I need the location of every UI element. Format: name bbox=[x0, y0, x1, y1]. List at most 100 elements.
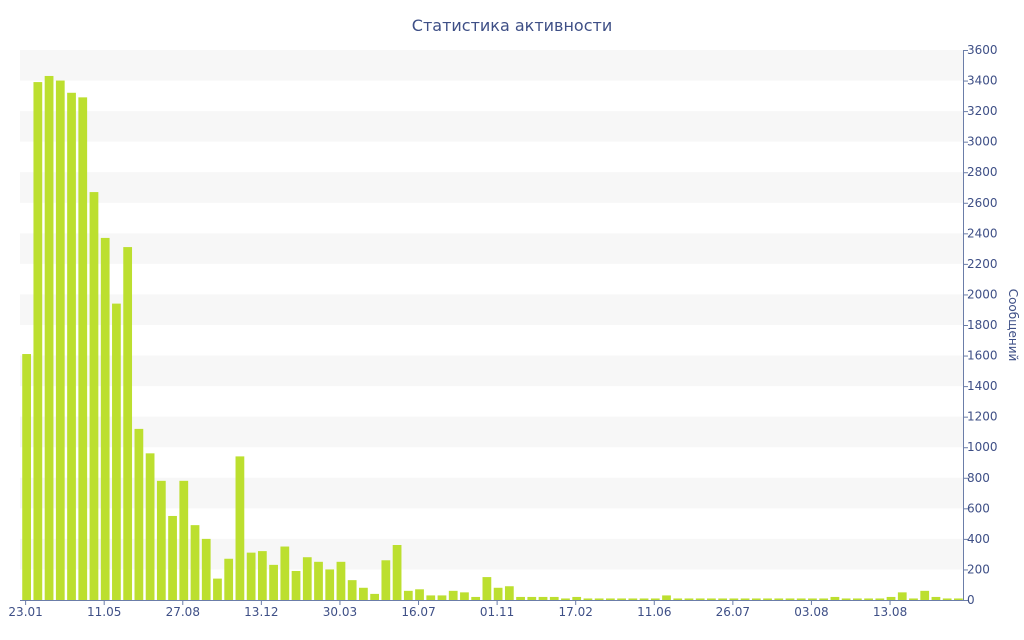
bar[interactable] bbox=[516, 596, 525, 600]
bar[interactable] bbox=[145, 453, 155, 600]
y-tick-label: 2200 bbox=[967, 257, 998, 271]
grid-band bbox=[20, 50, 963, 81]
bar[interactable] bbox=[639, 598, 649, 600]
bar[interactable] bbox=[493, 587, 503, 600]
bar[interactable] bbox=[44, 75, 54, 601]
bar[interactable] bbox=[909, 598, 918, 600]
bar[interactable] bbox=[662, 595, 671, 600]
bar[interactable] bbox=[785, 598, 795, 600]
bar[interactable] bbox=[561, 598, 570, 600]
x-tick-label: 16.07 bbox=[401, 605, 435, 619]
grid-band bbox=[20, 477, 963, 509]
bar[interactable] bbox=[100, 237, 110, 601]
bar[interactable] bbox=[347, 580, 357, 600]
y-tick-label: 1800 bbox=[967, 318, 998, 332]
bar[interactable] bbox=[830, 596, 840, 600]
bar[interactable] bbox=[886, 596, 896, 600]
bar[interactable] bbox=[415, 589, 424, 600]
bar[interactable] bbox=[527, 596, 537, 600]
bar[interactable] bbox=[336, 561, 346, 600]
y-tick-label: 2400 bbox=[967, 226, 998, 240]
bar[interactable] bbox=[55, 80, 65, 600]
bar[interactable] bbox=[763, 598, 772, 600]
bar[interactable] bbox=[740, 598, 750, 600]
y-tick-label: 3400 bbox=[967, 74, 998, 88]
bar[interactable] bbox=[684, 598, 694, 600]
bar[interactable] bbox=[291, 570, 301, 600]
bar[interactable] bbox=[134, 428, 144, 600]
bar[interactable] bbox=[897, 592, 907, 600]
bar[interactable] bbox=[875, 598, 885, 600]
bar[interactable] bbox=[942, 598, 952, 600]
bar[interactable] bbox=[448, 590, 458, 600]
bar[interactable] bbox=[471, 596, 481, 600]
bar[interactable] bbox=[707, 598, 716, 600]
bar[interactable] bbox=[729, 598, 739, 600]
bar[interactable] bbox=[359, 587, 368, 600]
bar[interactable] bbox=[370, 593, 380, 600]
bar[interactable] bbox=[201, 538, 211, 600]
bar[interactable] bbox=[808, 598, 817, 600]
bar[interactable] bbox=[302, 557, 312, 600]
bar[interactable] bbox=[257, 551, 267, 600]
bar[interactable] bbox=[628, 598, 638, 600]
y-tick-label: 1400 bbox=[967, 379, 998, 393]
bar[interactable] bbox=[426, 595, 436, 600]
bar[interactable] bbox=[22, 354, 31, 600]
bar[interactable] bbox=[325, 569, 335, 600]
bar[interactable] bbox=[617, 598, 626, 600]
bar[interactable] bbox=[460, 592, 469, 600]
bar[interactable] bbox=[33, 82, 43, 600]
bar[interactable] bbox=[594, 598, 604, 600]
bar[interactable] bbox=[314, 561, 323, 600]
bar[interactable] bbox=[650, 598, 660, 600]
bar[interactable] bbox=[931, 596, 941, 600]
bar[interactable] bbox=[67, 92, 76, 600]
x-axis-ticks: 23.01 11.05 27.08 13.12 30.03 16.07 01.11 17.02… bbox=[8, 600, 907, 619]
grid-band bbox=[20, 233, 963, 264]
bar[interactable] bbox=[235, 456, 245, 600]
bar[interactable] bbox=[504, 586, 514, 600]
bar[interactable] bbox=[190, 525, 200, 600]
bar[interactable] bbox=[841, 598, 851, 600]
bar[interactable] bbox=[751, 598, 761, 600]
bar[interactable] bbox=[403, 590, 413, 600]
bar[interactable] bbox=[224, 558, 234, 600]
bar[interactable] bbox=[269, 564, 278, 600]
bar[interactable] bbox=[583, 598, 593, 600]
bar[interactable] bbox=[246, 552, 256, 600]
x-tick-label: 17.02 bbox=[559, 605, 593, 619]
bar[interactable] bbox=[123, 247, 133, 600]
bar[interactable] bbox=[280, 546, 290, 600]
bar[interactable] bbox=[213, 578, 222, 600]
bar[interactable] bbox=[482, 577, 492, 600]
bar[interactable] bbox=[168, 515, 177, 600]
bar[interactable] bbox=[89, 192, 99, 600]
bar[interactable] bbox=[538, 596, 548, 600]
bar[interactable] bbox=[695, 598, 705, 600]
bar[interactable] bbox=[819, 598, 829, 600]
grid-band bbox=[20, 111, 963, 142]
bar[interactable] bbox=[179, 480, 189, 600]
y-tick-label: 1600 bbox=[967, 349, 998, 363]
bar[interactable] bbox=[381, 560, 391, 600]
bar[interactable] bbox=[920, 590, 930, 600]
bar[interactable] bbox=[572, 596, 582, 600]
bar[interactable] bbox=[864, 598, 873, 600]
bar[interactable] bbox=[156, 480, 166, 600]
y-tick-label: 400 bbox=[967, 532, 990, 546]
bar[interactable] bbox=[549, 596, 559, 600]
bar[interactable] bbox=[774, 598, 784, 600]
bar[interactable] bbox=[718, 598, 728, 600]
bar[interactable] bbox=[78, 97, 88, 601]
bar[interactable] bbox=[437, 595, 447, 600]
bar[interactable] bbox=[112, 303, 121, 600]
bar[interactable] bbox=[673, 598, 683, 600]
bar[interactable] bbox=[796, 598, 806, 600]
bar[interactable] bbox=[852, 598, 862, 600]
bar[interactable] bbox=[392, 545, 402, 600]
y-tick-label: 3000 bbox=[967, 135, 998, 149]
bar[interactable] bbox=[954, 598, 963, 600]
bar[interactable] bbox=[606, 598, 615, 600]
